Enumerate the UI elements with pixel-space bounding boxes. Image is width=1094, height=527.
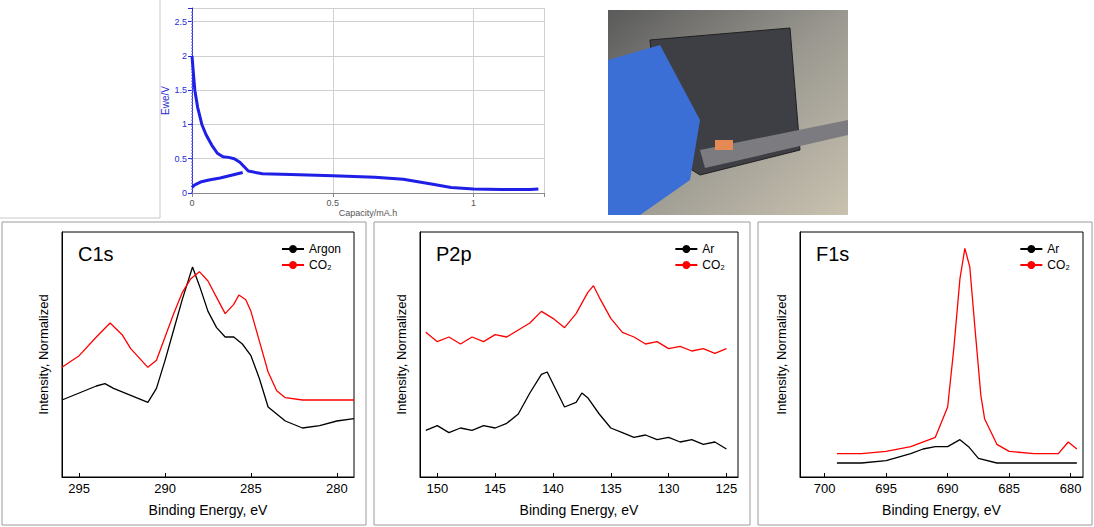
svg-text:F1s: F1s	[816, 243, 849, 265]
svg-text:140: 140	[542, 481, 564, 496]
svg-text:130: 130	[658, 481, 680, 496]
svg-text:CO₂: CO₂	[1047, 258, 1070, 272]
svg-text:700: 700	[814, 481, 836, 496]
svg-text:Capacity/mA.h: Capacity/mA.h	[339, 208, 398, 218]
svg-text:Ar: Ar	[702, 242, 714, 256]
svg-text:0.5: 0.5	[174, 154, 187, 164]
svg-text:125: 125	[716, 481, 738, 496]
svg-text:295: 295	[68, 481, 90, 496]
svg-text:290: 290	[154, 481, 176, 496]
svg-text:280: 280	[326, 481, 348, 496]
svg-text:2: 2	[182, 51, 187, 61]
svg-text:Intensity, Normalized: Intensity, Normalized	[774, 294, 789, 414]
svg-text:285: 285	[240, 481, 262, 496]
svg-text:690: 690	[937, 481, 959, 496]
svg-text:0.5: 0.5	[327, 198, 340, 208]
svg-text:150: 150	[426, 481, 448, 496]
svg-text:C1s: C1s	[78, 243, 114, 265]
svg-text:0: 0	[182, 188, 187, 198]
svg-text:Argon: Argon	[309, 242, 341, 256]
svg-text:145: 145	[484, 481, 506, 496]
svg-text:Ar: Ar	[1047, 242, 1059, 256]
svg-text:680: 680	[1060, 481, 1082, 496]
svg-text:0: 0	[189, 198, 194, 208]
svg-text:1: 1	[471, 198, 476, 208]
svg-text:2.5: 2.5	[174, 17, 187, 27]
svg-text:1: 1	[182, 119, 187, 129]
svg-text:CO₂: CO₂	[309, 258, 332, 272]
svg-text:Binding Energy, eV: Binding Energy, eV	[520, 502, 639, 518]
svg-text:135: 135	[600, 481, 622, 496]
svg-text:1.5: 1.5	[174, 85, 187, 95]
svg-text:Binding Energy, eV: Binding Energy, eV	[882, 502, 1001, 518]
svg-text:Binding Energy, eV: Binding Energy, eV	[149, 502, 268, 518]
svg-text:Ewe/V: Ewe/V	[160, 86, 171, 115]
svg-text:CO₂: CO₂	[702, 258, 725, 272]
svg-text:685: 685	[998, 481, 1020, 496]
svg-text:Intensity, Normalized: Intensity, Normalized	[394, 294, 409, 414]
svg-text:P2p: P2p	[436, 243, 472, 265]
svg-text:Intensity, Normalized: Intensity, Normalized	[36, 294, 51, 414]
svg-text:695: 695	[875, 481, 897, 496]
